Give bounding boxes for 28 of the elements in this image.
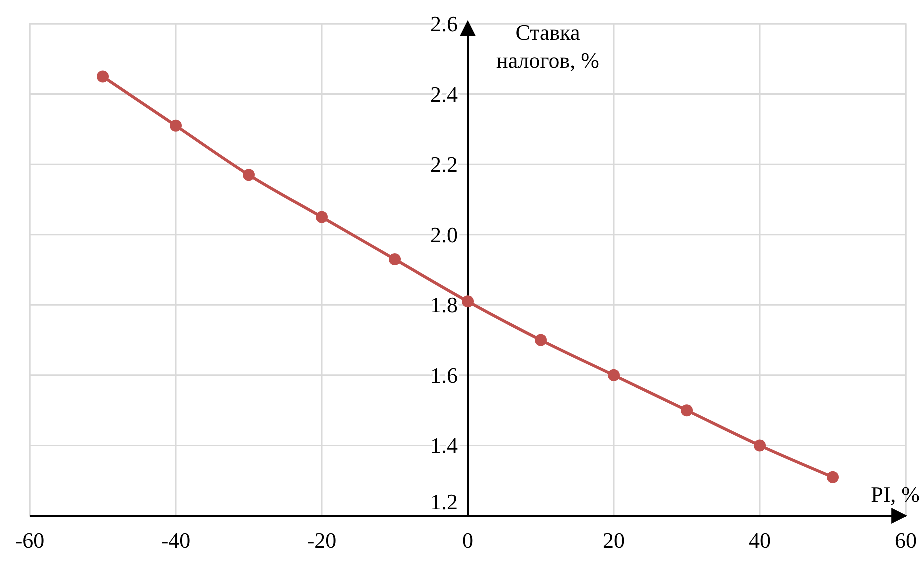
x-tick-label: 40 [749, 528, 771, 553]
y-tick-label: 1.6 [430, 362, 458, 388]
y-tick-label: 2.6 [430, 12, 458, 36]
y-tick-label: 2.4 [430, 82, 458, 107]
point [608, 369, 620, 382]
point [681, 404, 693, 417]
y-tick-label: 2.0 [430, 222, 458, 248]
point [316, 211, 328, 224]
point [170, 120, 182, 132]
y-tick-label: 1.4 [430, 433, 458, 458]
x-tick-label: 20 [603, 528, 625, 553]
x-tick-label: -20 [307, 528, 337, 553]
y-tick-label: 2.2 [430, 152, 458, 178]
y-axis-title: Ставка налогов, % [496, 20, 600, 73]
y-tick-label: 1.8 [430, 292, 458, 318]
point [462, 296, 474, 308]
x-axis-title: PI, % [871, 482, 920, 507]
point [827, 471, 839, 484]
point [243, 169, 255, 182]
y-tick-label: 1.2 [430, 490, 458, 514]
point [97, 70, 109, 83]
point [535, 334, 547, 346]
x-tick-label: 0 [462, 528, 474, 553]
point [754, 440, 766, 452]
x-tick-label: 60 [895, 528, 917, 553]
point [389, 253, 401, 266]
x-tick-label: -40 [161, 528, 191, 553]
x-tick-label: -60 [15, 528, 45, 553]
